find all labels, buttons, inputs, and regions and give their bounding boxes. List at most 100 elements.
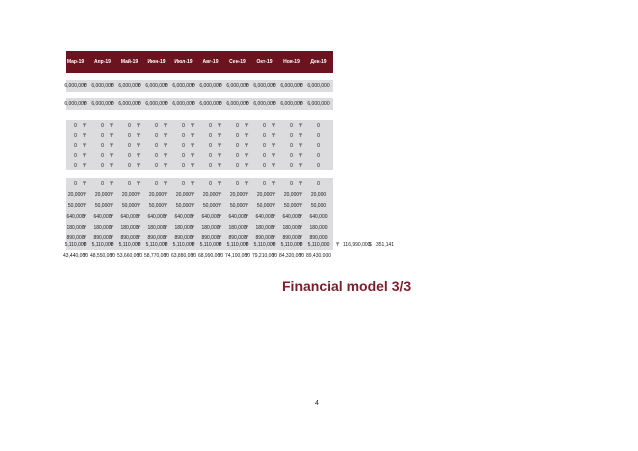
month-header: Июн-19 [147, 59, 166, 65]
currency-sign: ₸ [245, 192, 249, 198]
currency-sign: ₸ [191, 101, 195, 107]
month-header: Май-19 [120, 59, 139, 65]
table-cell: 20,000 [67, 192, 84, 198]
currency-sign: ₸ [83, 203, 87, 209]
table-cell: 0 [155, 163, 158, 169]
currency-sign: ₸ [299, 83, 303, 89]
currency-sign: ₸ [218, 181, 222, 187]
table-cell: 0 [317, 163, 320, 169]
currency-sign: ₸ [164, 192, 168, 198]
table-cell: 0 [182, 143, 185, 149]
currency-sign: ₸ [299, 133, 303, 139]
currency-sign: ₸ [218, 242, 222, 248]
currency-sign: ₸ [83, 123, 87, 129]
table-cell: 180,000 [147, 225, 166, 231]
table-cell: 0 [74, 143, 77, 149]
table-cell: 6,000,000 [199, 101, 222, 107]
currency-sign: ₸ [83, 214, 87, 220]
table-cell: 89,430,000 [305, 253, 332, 259]
table-cell: 890,000 [93, 235, 112, 241]
currency-sign: ₸ [83, 143, 87, 149]
table-cell: 6,000,000 [226, 101, 249, 107]
currency-sign: ₸ [245, 101, 249, 107]
table-cell: 6,000,000 [172, 101, 195, 107]
table-cell: 50,000 [256, 203, 273, 209]
currency-sign: ₸ [191, 242, 195, 248]
table-cell: 0 [317, 143, 320, 149]
table-cell: 890,000 [228, 235, 247, 241]
table-cell: 20,000 [202, 192, 219, 198]
month-header: Окт-19 [256, 59, 273, 65]
currency-sign: ₸ [137, 133, 141, 139]
currency-sign: ₸ [110, 123, 114, 129]
table-cell: 0 [236, 133, 239, 139]
currency-sign: ₸ [110, 133, 114, 139]
currency-sign: ₸ [164, 214, 168, 220]
currency-sign: ₸ [191, 153, 195, 159]
table-cell: 0 [128, 133, 131, 139]
table-cell: 890,000 [66, 235, 85, 241]
table-cell: 6,000,000 [118, 101, 141, 107]
currency-sign: ₸ [110, 101, 114, 107]
currency-sign: ₸ [191, 203, 195, 209]
table-cell: 180,000 [228, 225, 247, 231]
table-cell: 0 [236, 181, 239, 187]
table-cell: 79,210,000 [251, 253, 278, 259]
currency-sign: ₸ [272, 83, 276, 89]
table-cell: 0 [155, 181, 158, 187]
currency-sign: ₸ [299, 225, 303, 231]
table-cell: 0 [74, 123, 77, 129]
month-header: Ноя-19 [283, 59, 300, 65]
table-cell: 0 [182, 163, 185, 169]
currency-sign: ₸ [218, 253, 222, 259]
table-cell: 0 [317, 133, 320, 139]
currency-sign: ₸ [191, 214, 195, 220]
currency-sign: ₸ [299, 163, 303, 169]
currency-sign: ₸ [299, 214, 303, 220]
table-cell: 50,000 [94, 203, 111, 209]
currency-sign: ₸ [137, 123, 141, 129]
table-cell: 0 [209, 143, 212, 149]
currency-sign: ₸ [137, 242, 141, 248]
table-cell: 640,000 [174, 214, 193, 220]
table-cell: 0 [236, 163, 239, 169]
table-cell: 50,000 [148, 203, 165, 209]
currency-sign: ₸ [110, 143, 114, 149]
total-value: 116,990,000 [343, 242, 371, 248]
currency-sign: ₸ [164, 253, 168, 259]
currency-sign: ₸ [110, 192, 114, 198]
currency-sign: ₸ [83, 192, 87, 198]
table-cell: 0 [74, 163, 77, 169]
table-cell: 68,990,000 [197, 253, 224, 259]
currency-sign: ₸ [164, 242, 168, 248]
table-cell: 6,000,000 [145, 101, 168, 107]
currency-sign: ₸ [218, 133, 222, 139]
table-cell: 890,000 [309, 235, 328, 241]
currency-sign: ₸ [299, 192, 303, 198]
table-cell: 20,000 [175, 192, 192, 198]
currency-sign: ₸ [218, 214, 222, 220]
table-cell: 5,110,000 [253, 242, 276, 248]
currency-sign: ₸ [137, 192, 141, 198]
table-cell: 0 [317, 181, 320, 187]
table-cell: 0 [290, 163, 293, 169]
table-cell: 6,000,000 [253, 101, 276, 107]
currency-sign: ₸ [245, 153, 249, 159]
currency-sign: ₸ [245, 242, 249, 248]
table-cell: 0 [155, 133, 158, 139]
table-cell: 180,000 [309, 225, 328, 231]
table-cell: 50,000 [67, 203, 84, 209]
table-cell: 0 [155, 153, 158, 159]
table-cell: 0 [128, 123, 131, 129]
table-cell: 0 [182, 153, 185, 159]
table-cell: 5,110,000 [118, 242, 141, 248]
table-cell: 0 [155, 143, 158, 149]
page-number: 4 [315, 400, 319, 407]
table-cell: 0 [209, 133, 212, 139]
currency-sign: ₸ [245, 203, 249, 209]
table-cell: 0 [182, 123, 185, 129]
table-cell: 180,000 [201, 225, 220, 231]
currency-sign: ₸ [110, 163, 114, 169]
table-cell: 6,000,000 [307, 101, 330, 107]
table-cell: 5,110,000 [280, 242, 303, 248]
